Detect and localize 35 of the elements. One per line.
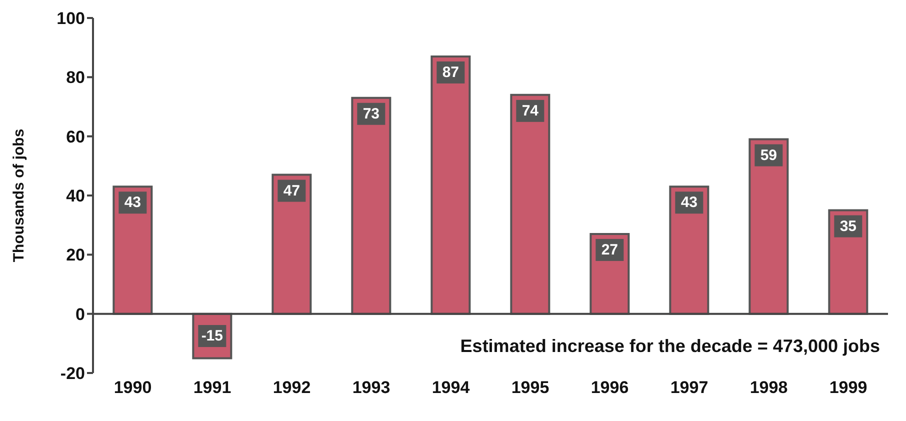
data-label: 35 xyxy=(840,218,857,235)
y-tick-label: -20 xyxy=(60,364,85,384)
x-tick-label: 1992 xyxy=(272,378,311,398)
data-label: -15 xyxy=(201,328,224,345)
y-tick-label: 100 xyxy=(56,9,85,28)
bar xyxy=(510,94,550,315)
x-tick-label: 1994 xyxy=(432,378,470,398)
data-label: 87 xyxy=(442,64,460,81)
bar xyxy=(351,96,392,315)
bar xyxy=(669,186,710,315)
bar xyxy=(430,55,471,315)
data-label: 43 xyxy=(124,194,142,212)
data-label: 43 xyxy=(680,194,698,212)
y-axis-title: Thousands of jobs xyxy=(10,128,28,262)
x-tick-label: 1993 xyxy=(352,378,390,398)
y-tick-label: 20 xyxy=(66,246,85,265)
x-tick-label: 1999 xyxy=(829,378,868,398)
bar xyxy=(112,186,153,315)
x-tick-label: 1996 xyxy=(590,378,629,398)
x-tick-label: 1997 xyxy=(670,378,708,398)
x-tick-label: 1990 xyxy=(114,378,152,398)
x-tick-label: 1995 xyxy=(511,378,550,398)
y-tick-label: 0 xyxy=(76,304,85,324)
x-tick-label: 1991 xyxy=(193,378,232,398)
data-label: 59 xyxy=(760,146,778,164)
y-tick-label: 60 xyxy=(66,127,85,146)
x-tick-label: 1998 xyxy=(750,378,788,398)
annotation: Estimated increase for the decade = 473,000 jobs xyxy=(460,336,880,357)
data-label: 74 xyxy=(522,102,540,120)
data-label: 47 xyxy=(283,182,300,200)
data-label: 73 xyxy=(362,105,380,122)
y-tick-label: 40 xyxy=(66,186,85,206)
bar xyxy=(748,138,789,315)
data-label: 27 xyxy=(601,241,618,258)
y-tick-label: 80 xyxy=(66,68,85,88)
